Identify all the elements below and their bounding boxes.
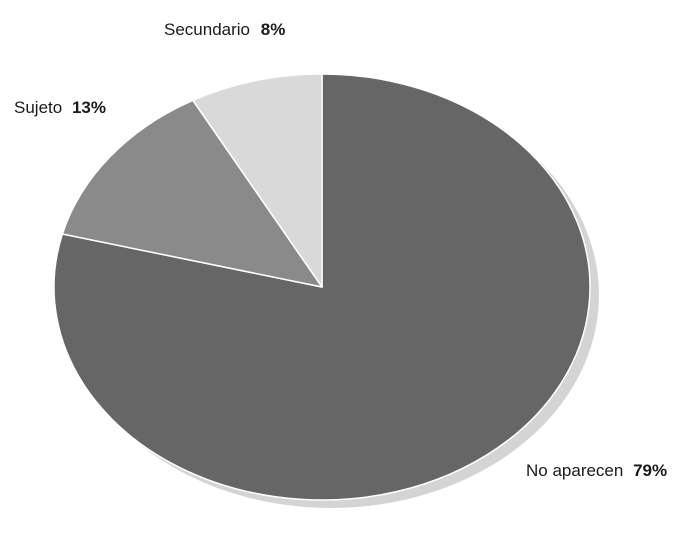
pie-slices (53, 73, 591, 501)
slice-label-no-aparecen: No aparecen 79% (526, 461, 667, 480)
slice-percent: 8% (261, 20, 286, 39)
pie-slice-secundario (192, 73, 323, 288)
slice-label-sujeto: Sujeto 13% (14, 98, 106, 117)
slice-name: Sujeto (14, 98, 62, 117)
slice-label-secundario: Secundario 8% (164, 20, 285, 39)
slice-name: No aparecen (526, 461, 623, 480)
slice-percent: 13% (72, 98, 106, 117)
slice-name: Secundario (164, 20, 250, 39)
pie-slice-sujeto (61, 99, 323, 288)
slice-percent: 79% (633, 461, 667, 480)
